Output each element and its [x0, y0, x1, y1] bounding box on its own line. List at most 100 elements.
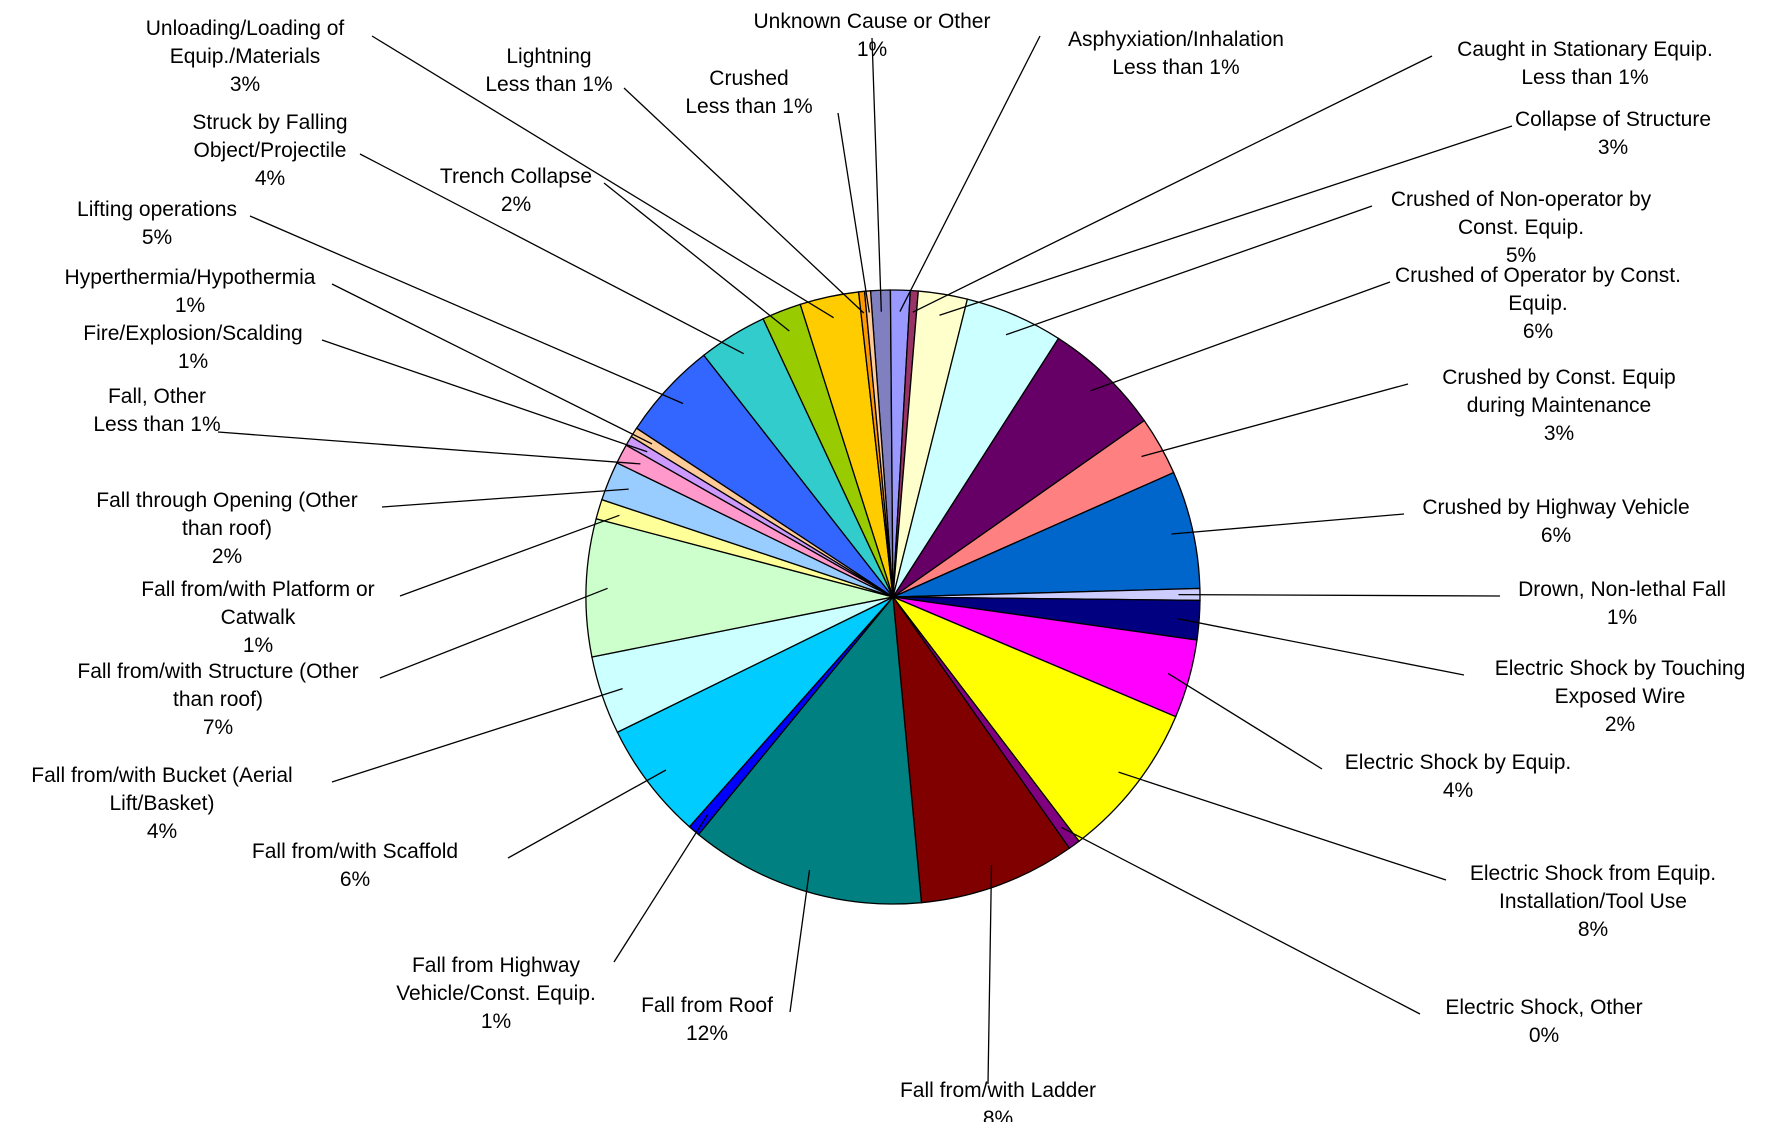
- slice-label: Fall from/with Ladder 8%: [900, 1079, 1096, 1122]
- leader-line: [789, 869, 811, 1013]
- slice-label: Electric Shock from Equip. Installation/T…: [1470, 862, 1716, 941]
- leader-line: [217, 431, 641, 465]
- slice-label-line: 3%: [1544, 422, 1574, 445]
- slice-label-line: Lift/Basket): [109, 792, 214, 815]
- slice-label-line: Crushed of Non-operator by: [1391, 188, 1652, 211]
- leader-line: [1141, 383, 1409, 458]
- slice-label-line: than roof): [173, 688, 263, 711]
- leader-line: [371, 35, 834, 319]
- slice-label-line: Asphyxiation/Inhalation: [1068, 28, 1284, 51]
- slice-label-line: 6%: [340, 868, 370, 891]
- slice-label-line: Drown, Non-lethal Fall: [1518, 578, 1726, 601]
- slice-label-line: Object/Projectile: [194, 139, 347, 162]
- leader-line: [1167, 672, 1323, 770]
- leader-line: [939, 125, 1513, 316]
- slice-label-line: Less than 1%: [685, 95, 812, 118]
- slice-label-line: Collapse of Structure: [1515, 108, 1711, 131]
- leader-line: [321, 339, 648, 453]
- slice-label-line: Exposed Wire: [1555, 685, 1686, 708]
- pie-slice: [892, 594, 1071, 904]
- pie-slice: [891, 595, 1177, 843]
- slice-label: Electric Shock, Other 0%: [1445, 996, 1642, 1047]
- slice-label-line: Fire/Explosion/Scalding: [83, 322, 302, 345]
- slice-label-line: Fall from/with Platform or: [141, 578, 374, 601]
- pie-slice: [616, 596, 894, 828]
- slice-label-line: 1%: [175, 294, 205, 317]
- pie-slice: [892, 471, 1201, 598]
- pie-slice: [697, 595, 923, 905]
- slice-label: Unknown Cause or Other 1%: [754, 10, 991, 61]
- slice-label: Crushed Less than 1%: [685, 67, 812, 118]
- slice-label-line: Less than 1%: [485, 73, 612, 96]
- slice-label: Asphyxiation/Inhalation Less than 1%: [1068, 28, 1284, 79]
- slice-label-line: Fall from/with Scaffold: [252, 840, 458, 863]
- leader-line: [1118, 771, 1447, 881]
- slice-label-line: 3%: [230, 73, 260, 96]
- slice-label-line: 2%: [212, 545, 242, 568]
- pie-slices: [585, 289, 1201, 905]
- slice-label: Crushed of Operator by Const. Equip. 6%: [1395, 264, 1681, 343]
- slice-label-line: Fall from Roof: [641, 994, 773, 1017]
- slice-label: Trench Collapse 2%: [440, 165, 592, 216]
- slice-label-line: Fall from/with Ladder: [900, 1079, 1096, 1102]
- slice-label-line: 4%: [1443, 779, 1473, 802]
- leader-line: [987, 864, 993, 1085]
- slice-label-line: 4%: [255, 167, 285, 190]
- leader-line: [613, 813, 709, 963]
- slice-label-line: Fall through Opening (Other: [96, 489, 357, 512]
- slice-label-line: 5%: [142, 226, 172, 249]
- slice-label: Lightning Less than 1%: [485, 45, 612, 96]
- slice-label-line: Electric Shock from Equip.: [1470, 862, 1716, 885]
- slice-label-line: Hyperthermia/Hypothermia: [65, 266, 316, 289]
- slice-label-line: Unloading/Loading of: [146, 17, 345, 40]
- leader-lines: [217, 35, 1513, 1085]
- slice-label: Fall from Roof 12%: [641, 994, 773, 1045]
- slice-label-line: Vehicle/Const. Equip.: [396, 982, 596, 1005]
- slice-label-line: Crushed: [709, 67, 788, 90]
- slice-label: Electric Shock by Touching Exposed Wire 2%: [1495, 657, 1746, 736]
- slice-label-line: than roof): [182, 517, 272, 540]
- pie-slice: [585, 517, 894, 658]
- slice-label-line: 2%: [1605, 713, 1635, 736]
- leader-line: [331, 687, 623, 783]
- slice-label-line: Fall from/with Bucket (Aerial: [31, 764, 292, 787]
- leader-line: [899, 35, 1041, 312]
- slice-label-line: Unknown Cause or Other: [754, 10, 991, 33]
- leader-line: [359, 153, 745, 355]
- slice-label: Struck by Falling Object/Projectile 4%: [192, 111, 347, 190]
- slice-label-line: Struck by Falling: [192, 111, 347, 134]
- slice-label-line: Trench Collapse: [440, 165, 592, 188]
- slice-label-line: Fall, Other: [108, 385, 206, 408]
- slice-label: Fall from Highway Vehicle/Const. Equip. 1%: [396, 954, 596, 1033]
- slice-label-line: Crushed by Const. Equip: [1442, 366, 1675, 389]
- slice-label: Fall from/with Structure (Other than roof…: [77, 660, 358, 739]
- slice-label-line: 1%: [857, 38, 887, 61]
- leader-line: [1090, 281, 1391, 392]
- slice-label-line: Installation/Tool Use: [1499, 890, 1687, 913]
- slice-label-line: 1%: [243, 634, 273, 657]
- leader-line: [507, 769, 667, 859]
- slice-label-line: Const. Equip.: [1458, 216, 1584, 239]
- slice-label-line: Equip.: [1508, 292, 1568, 315]
- leader-line: [871, 37, 882, 312]
- leader-line: [1061, 826, 1421, 1015]
- slice-label-line: 1%: [1607, 606, 1637, 629]
- leader-line: [603, 182, 790, 332]
- slice-label-line: Catwalk: [221, 606, 296, 629]
- slice-label-line: Less than 1%: [1112, 56, 1239, 79]
- slice-label-line: 2%: [501, 193, 531, 216]
- slice-label-line: 5%: [1506, 244, 1536, 267]
- slice-label-line: 0%: [1529, 1024, 1559, 1047]
- slice-label: Collapse of Structure 3%: [1515, 108, 1711, 159]
- slice-label-line: Lifting operations: [77, 198, 237, 221]
- slice-label-line: Caught in Stationary Equip.: [1457, 38, 1713, 61]
- slice-label: Fall through Opening (Other than roof) 2%: [96, 489, 357, 568]
- slice-label-line: 1%: [178, 350, 208, 373]
- leader-line: [399, 514, 620, 597]
- leader-line: [1178, 593, 1501, 597]
- leader-line: [381, 488, 629, 508]
- slice-label-line: 8%: [1578, 918, 1608, 941]
- slice-label-line: Fall from Highway: [412, 954, 581, 977]
- slice-label: Crushed of Non-operator by Const. Equip. 5…: [1391, 188, 1652, 267]
